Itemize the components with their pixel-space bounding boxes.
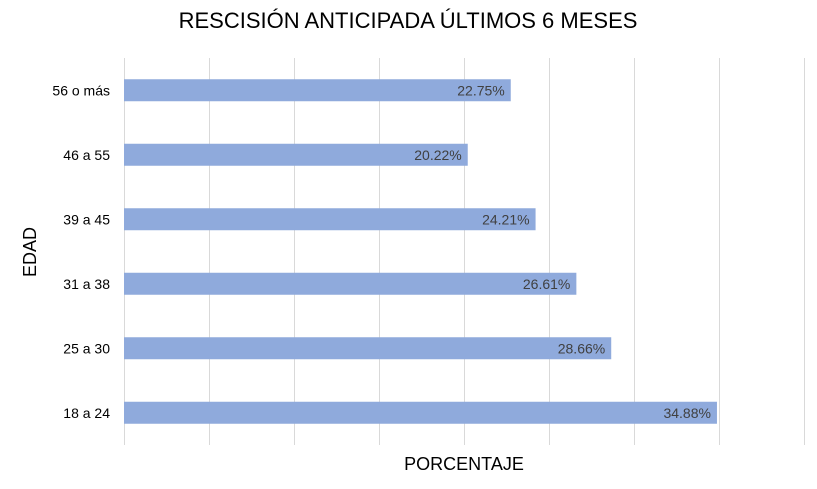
data-label: 28.66% <box>558 340 605 356</box>
data-label: 34.88% <box>663 405 710 421</box>
data-label: 26.61% <box>523 276 570 292</box>
category-tick-label: 18 a 24 <box>63 405 110 421</box>
data-label: 22.75% <box>457 82 504 98</box>
bar <box>124 79 511 102</box>
category-tick-label: 46 a 55 <box>63 147 110 163</box>
bar <box>124 401 717 424</box>
bar <box>124 337 612 360</box>
x-axis-title: PORCENTAJE <box>404 454 524 474</box>
data-label: 24.21% <box>482 211 529 227</box>
y-axis-title: EDAD <box>20 227 40 277</box>
bar <box>124 143 468 166</box>
bar <box>124 208 536 231</box>
category-tick-labels: 56 o más 46 a 55 39 a 45 31 a 38 25 a 30 18 a… <box>52 82 110 421</box>
bars <box>124 79 717 424</box>
gridlines <box>124 58 805 445</box>
bar <box>124 272 577 295</box>
category-tick-label: 56 o más <box>52 82 110 98</box>
category-tick-label: 31 a 38 <box>63 276 110 292</box>
category-tick-label: 25 a 30 <box>63 340 110 356</box>
data-labels: 22.75% 20.22% 24.21% 26.61% 28.66% 34.88% <box>414 82 711 421</box>
data-label: 20.22% <box>414 147 461 163</box>
chart-title: RESCISIÓN ANTICIPADA ÚLTIMOS 6 MESES <box>179 8 638 33</box>
category-tick-label: 39 a 45 <box>63 211 110 227</box>
